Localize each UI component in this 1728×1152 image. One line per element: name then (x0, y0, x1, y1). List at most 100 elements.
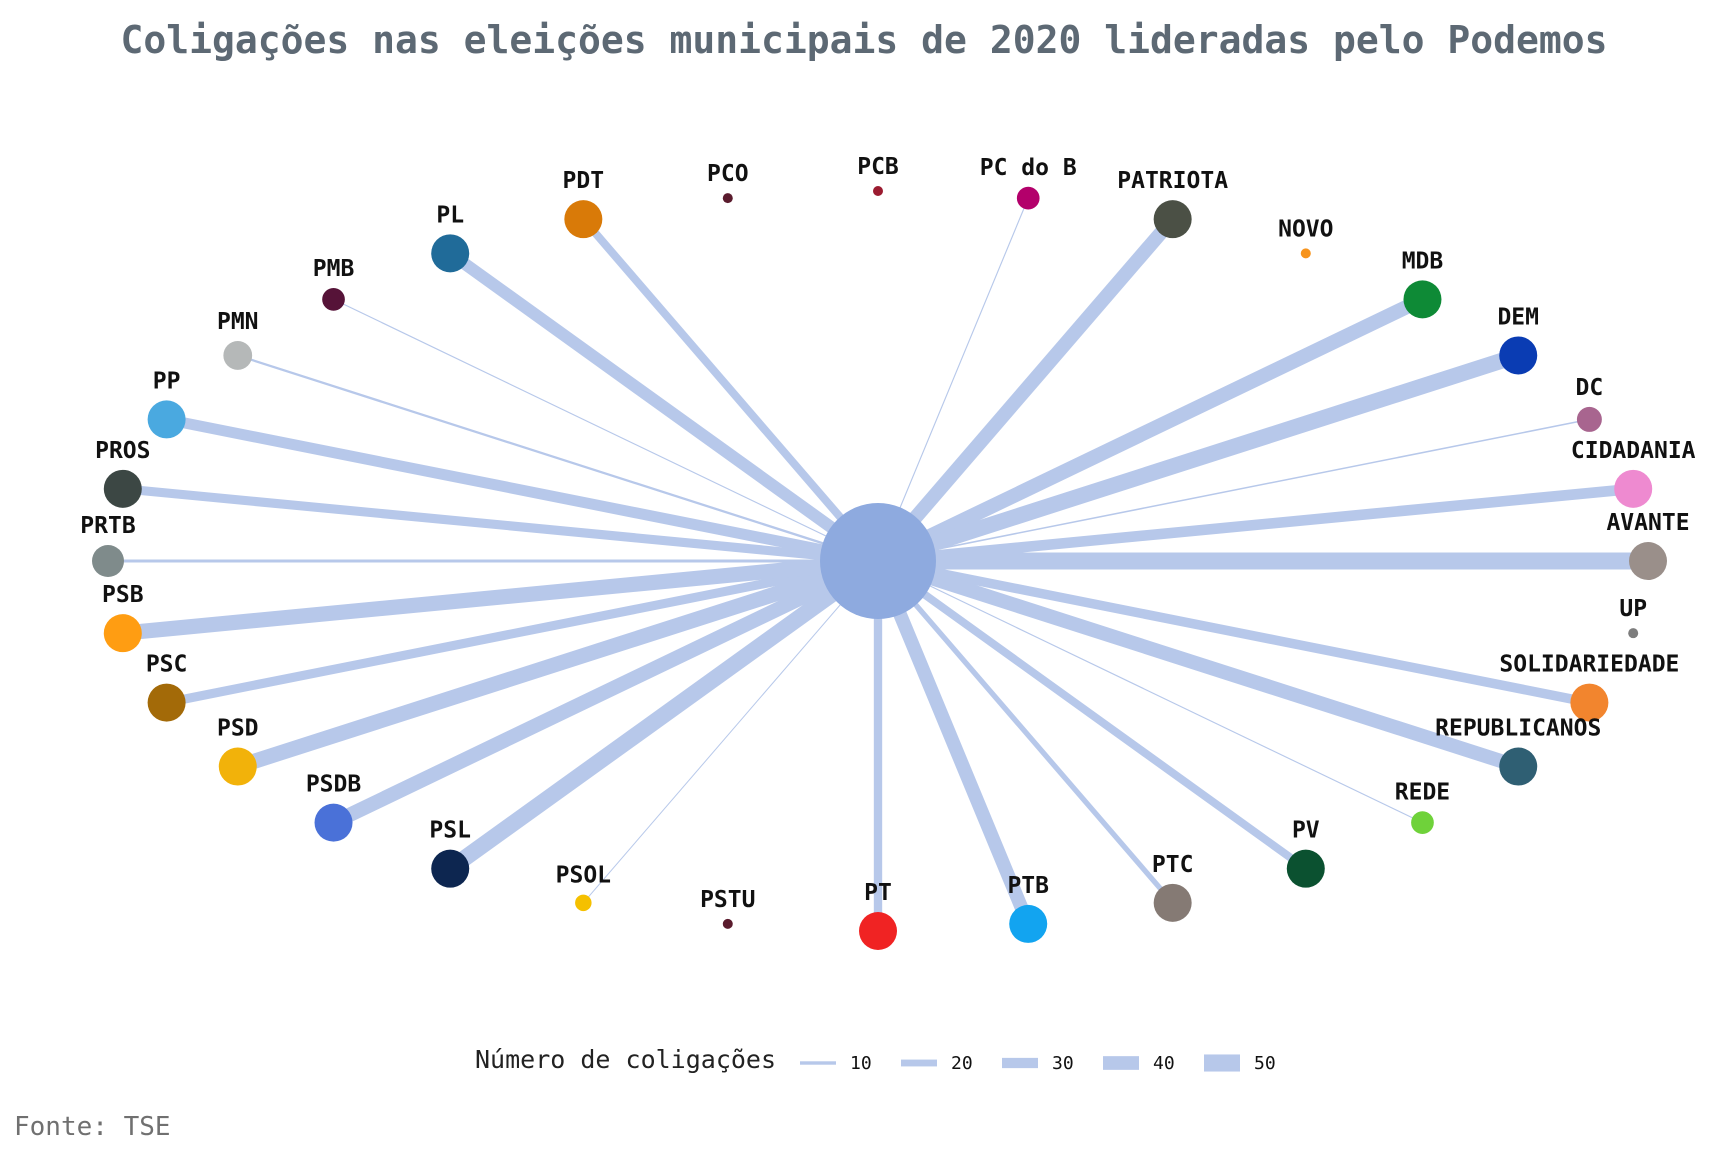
node-dem (1499, 336, 1538, 375)
node-prtb (92, 545, 124, 577)
node-label-mdb: MDB (1402, 248, 1444, 274)
node-ptc (1153, 883, 1192, 922)
node-label-pdt: PDT (563, 168, 605, 194)
edge-psb (122, 553, 879, 641)
edge-pmn (237, 354, 879, 563)
node-cidadania (1614, 469, 1653, 508)
edge-psc (165, 556, 879, 708)
edge-psd (235, 553, 881, 774)
node-label-psc: PSC (146, 652, 188, 678)
node-pl (431, 234, 470, 273)
labels-group: PCB PC do B PATRIOTA NOVO MDB DEM DC CIDADANIA A… (80, 154, 1695, 913)
legend-label-50: 50 (1254, 1053, 1276, 1074)
node-label-psb: PSB (102, 582, 144, 608)
node-label-rede: REDE (1395, 779, 1450, 805)
edge-pmb (333, 298, 879, 562)
node-pcb (873, 186, 883, 196)
edge-pc-do-b (877, 197, 1029, 562)
legend-swatch-50 (1204, 1054, 1240, 1072)
edge-rede (877, 560, 1423, 824)
edge-dem (875, 347, 1521, 569)
edge-patriota (872, 214, 1178, 566)
node-label-cidadania: CIDADANIA (1571, 438, 1696, 464)
legend-label-20: 20 (951, 1053, 973, 1074)
node-pp (147, 400, 186, 439)
legend-swatch-20 (901, 1059, 937, 1067)
node-label-psd: PSD (217, 716, 259, 742)
node-pstu (722, 918, 733, 929)
node-dc (1576, 406, 1602, 432)
legend-swatch-30 (1002, 1057, 1038, 1069)
legend-title: Número de coligações (475, 1045, 777, 1074)
node-label-prtb: PRTB (80, 513, 136, 539)
node-patriota (1153, 200, 1192, 239)
node-up (1628, 628, 1639, 639)
node-solidariedade (1570, 683, 1609, 722)
node-label-pp: PP (153, 368, 181, 394)
node-psol (575, 894, 592, 912)
node-label-dc: DC (1576, 375, 1604, 401)
edges-group (108, 197, 1648, 931)
nodes-group (92, 186, 1667, 950)
edge-psdb (330, 554, 882, 830)
node-pc-do-b (1016, 186, 1040, 210)
node-label-pmn: PMN (217, 309, 259, 335)
edge-cidadania (877, 483, 1634, 567)
hub-node (820, 503, 936, 619)
node-psc (147, 683, 186, 722)
node-label-pcb: PCB (857, 154, 899, 180)
node-label-pmb: PMB (313, 256, 355, 282)
node-pv (1286, 849, 1325, 888)
edge-republicanos (875, 554, 1521, 774)
node-label-pros: PROS (95, 438, 150, 464)
node-psd (218, 747, 257, 786)
node-label-pv: PV (1292, 818, 1320, 844)
node-pros (103, 469, 142, 508)
legend-swatch-10 (800, 1061, 836, 1065)
legend-label-30: 30 (1052, 1053, 1074, 1074)
node-label-novo: NOVO (1278, 216, 1333, 242)
source-note: Fonte: TSE (14, 1112, 171, 1142)
legend: Número de coligações (0, 1045, 1728, 1081)
node-label-pt: PT (864, 880, 892, 906)
edge-pl (446, 248, 882, 566)
node-pmn (223, 341, 253, 370)
node-psb (103, 614, 142, 653)
edge-pros (122, 484, 879, 566)
edge-mdb (874, 292, 1426, 568)
node-label-avante: AVANTE (1606, 510, 1689, 536)
node-ptb (1009, 904, 1048, 943)
edge-ptb (871, 558, 1035, 927)
node-label-dem: DEM (1497, 304, 1539, 330)
node-republicanos (1499, 747, 1538, 786)
node-pco (722, 193, 733, 204)
node-mdb (1403, 280, 1442, 319)
node-pmb (322, 288, 345, 311)
edge-pp (165, 414, 880, 567)
node-novo (1300, 248, 1311, 259)
edge-pv (875, 557, 1309, 872)
node-pt (859, 912, 897, 950)
edge-solidariedade (877, 556, 1591, 708)
legend-label-40: 40 (1153, 1053, 1175, 1074)
legend-marks: 10 20 30 40 50 (800, 1053, 1276, 1074)
node-label-solidariedade: SOLIDARIEDADE (1499, 652, 1679, 678)
node-label-psdb: PSDB (306, 772, 362, 798)
node-avante (1629, 542, 1667, 580)
node-psl (431, 849, 470, 888)
node-label-patriota: PATRIOTA (1117, 168, 1228, 194)
page-title: Coligações nas eleições municipais de 20… (120, 18, 1608, 62)
hub-group (820, 503, 936, 619)
node-pdt (564, 200, 603, 239)
node-label-psol: PSOL (556, 863, 611, 889)
node-label-ptb: PTB (1007, 873, 1049, 899)
node-rede (1411, 811, 1434, 834)
node-psdb (314, 803, 353, 842)
node-label-ptc: PTC (1152, 852, 1194, 878)
node-label-pstu: PSTU (700, 887, 755, 913)
node-label-pco: PCO (707, 161, 749, 187)
edge-pdt (580, 216, 882, 564)
node-label-up: UP (1619, 596, 1647, 622)
node-label-pl: PL (436, 202, 464, 228)
